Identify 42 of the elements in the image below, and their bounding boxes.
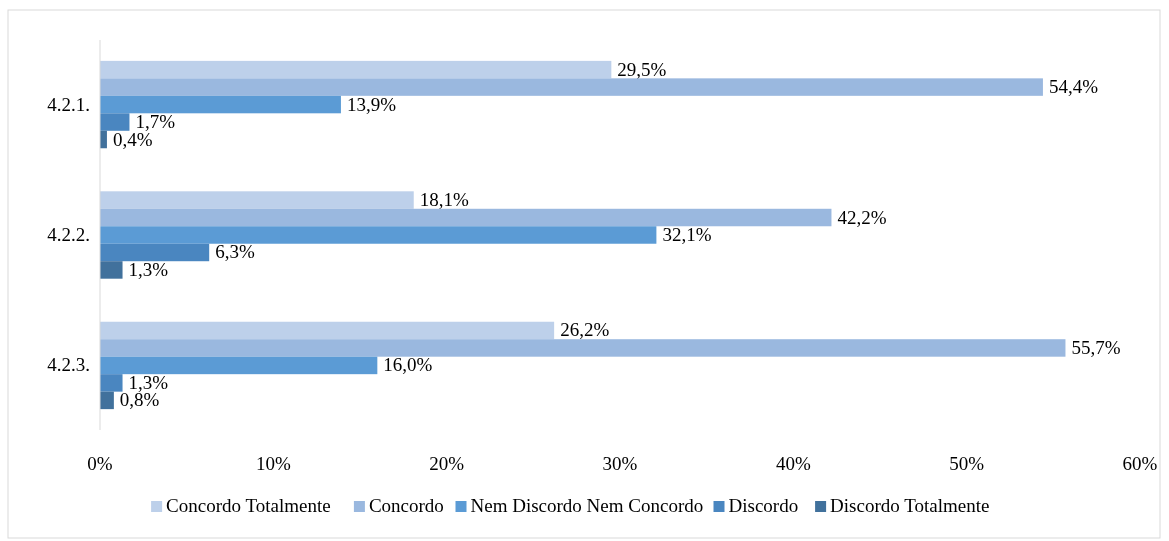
x-tick-label: 30% <box>602 453 638 474</box>
y-tick-label: 4.2.3. <box>47 354 90 376</box>
data-label: 26,2% <box>560 319 610 341</box>
data-label: 16,0% <box>383 354 433 376</box>
bar <box>100 243 210 262</box>
data-label: 6,3% <box>215 241 255 263</box>
data-label: 29,5% <box>617 58 667 80</box>
bar <box>100 226 657 244</box>
bar <box>100 60 612 79</box>
bar <box>100 356 378 375</box>
x-tick-label: 0% <box>87 453 113 474</box>
data-label: 13,9% <box>346 93 397 115</box>
legend-label: Concordo <box>368 495 444 516</box>
data-label: 42,2% <box>837 206 887 228</box>
data-label: 1,7% <box>135 111 176 133</box>
data-label: 1,3% <box>128 258 169 280</box>
legend-label: Nem Discordo Nem Concordo <box>470 495 704 516</box>
legend-label: Concordo Totalmente <box>166 495 331 516</box>
data-label: 55,7% <box>1071 336 1121 358</box>
bar <box>100 191 414 209</box>
data-label: 1,3% <box>128 371 169 393</box>
bar <box>100 113 130 131</box>
legend-label: Discordo Totalmente <box>830 495 990 516</box>
x-tick-label: 40% <box>775 453 811 474</box>
x-tick-label: 20% <box>429 453 465 474</box>
bar <box>100 321 555 340</box>
data-label: 32,1% <box>662 224 712 245</box>
y-tick-label: 4.2.1. <box>47 93 90 115</box>
x-tick-label: 50% <box>949 453 985 474</box>
bar <box>100 391 114 410</box>
legend-label: Discordo <box>728 495 799 516</box>
data-label: 54,4% <box>1048 76 1099 98</box>
bar <box>100 339 1066 357</box>
x-tick-label: 60% <box>1122 453 1158 474</box>
x-tick-label: 10% <box>255 453 291 474</box>
bar <box>100 374 123 392</box>
y-tick-label: 4.2.2. <box>47 224 90 245</box>
data-label: 18,1% <box>419 189 469 211</box>
bar <box>100 95 341 114</box>
bar <box>100 78 1043 96</box>
bar <box>100 208 832 227</box>
bar <box>100 261 123 279</box>
